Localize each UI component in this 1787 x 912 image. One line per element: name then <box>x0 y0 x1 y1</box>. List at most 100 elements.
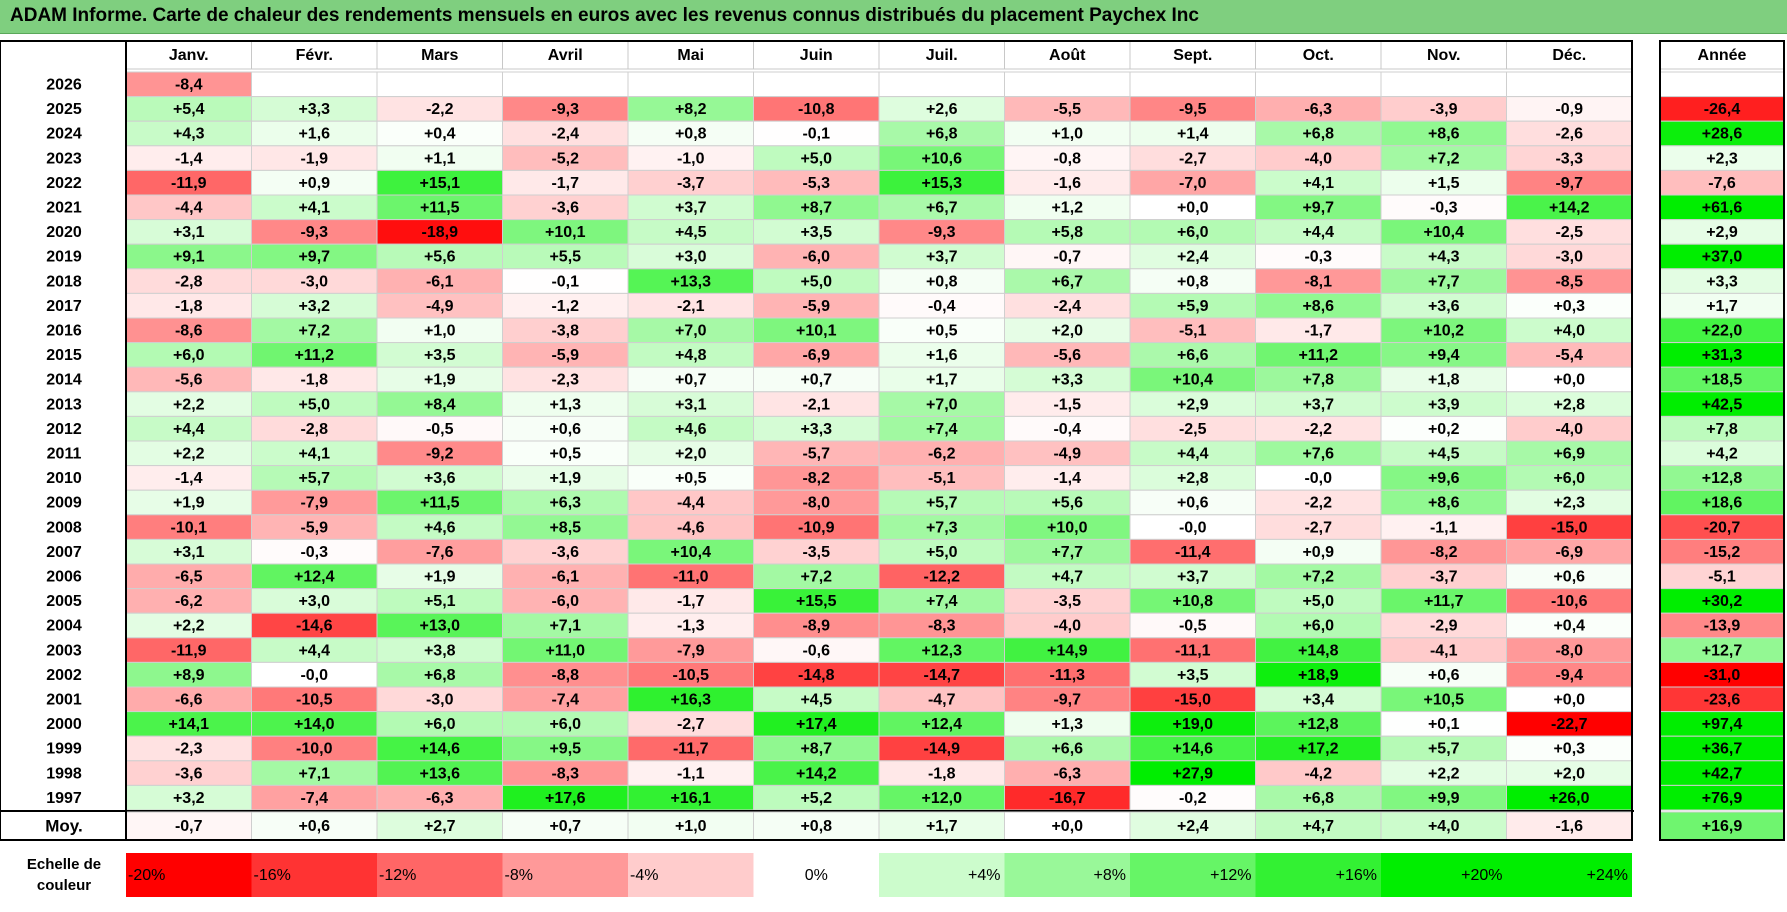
cell-value: -6,2 <box>928 446 956 463</box>
cell-value: +2,2 <box>1428 765 1460 782</box>
heatmap-cell <box>627 96 754 122</box>
month-header-label: Oct. <box>1303 47 1334 64</box>
cell-value: -6,9 <box>802 347 830 364</box>
heatmap-cell <box>627 784 754 811</box>
heatmap-cell <box>251 784 378 811</box>
heatmap-cell <box>627 711 754 737</box>
heatmap-cell <box>1255 465 1382 491</box>
cell-value: +5,1 <box>424 593 456 610</box>
cell-value: -0,8 <box>1053 150 1081 167</box>
heatmap-cell <box>251 342 378 368</box>
cell-value: -0,0 <box>300 667 328 684</box>
cell-value: -0,6 <box>802 642 830 659</box>
cell-value: +3,4 <box>1302 692 1334 709</box>
heatmap-cell <box>1506 489 1633 516</box>
average-value: -1,6 <box>1555 818 1583 835</box>
cell-value: -0,3 <box>300 544 328 561</box>
heatmap-cell <box>251 465 378 491</box>
scale-tick-label: -20% <box>128 867 165 884</box>
cell-value: +9,4 <box>1428 347 1460 364</box>
heatmap-cell <box>376 317 503 344</box>
cell-value: -12,2 <box>924 569 961 586</box>
heatmap-cell <box>376 243 503 270</box>
heatmap-cell <box>753 465 880 491</box>
heatmap-cell <box>753 440 880 467</box>
heatmap-cell <box>251 96 378 122</box>
cell-value: -1,6 <box>1053 175 1081 192</box>
cell-value: -10,0 <box>296 741 333 758</box>
cell-value: +3,2 <box>298 298 330 315</box>
heatmap-cell <box>753 342 880 368</box>
cell-value: -4,0 <box>1304 150 1332 167</box>
year-label: 2008 <box>46 519 82 536</box>
cell-value: +4,6 <box>675 421 707 438</box>
heatmap-cell <box>251 588 378 614</box>
cell-value: +15,5 <box>796 593 837 610</box>
scale-tick-label: +20% <box>1461 867 1502 884</box>
cell-value: -2,2 <box>1304 495 1332 512</box>
heatmap-cell <box>753 588 880 614</box>
month-header-cell <box>125 40 252 70</box>
cell-value: -6,0 <box>551 593 579 610</box>
annual-value: -7,6 <box>1708 175 1736 192</box>
cell-value: +11,5 <box>420 200 460 217</box>
cell-value: +0,5 <box>549 446 581 463</box>
cell-value: +4,1 <box>298 446 330 463</box>
heatmap-cell <box>502 71 629 98</box>
year-label: 2003 <box>46 642 82 659</box>
cell-value: +5,0 <box>1302 593 1334 610</box>
heatmap-cell <box>1255 415 1382 442</box>
cell-value: -8,0 <box>1555 642 1583 659</box>
cell-value: -11,1 <box>1175 642 1211 659</box>
cell-value: -3,6 <box>551 200 579 217</box>
heatmap-cell <box>376 415 503 442</box>
heatmap-cell <box>376 145 503 171</box>
heatmap-cell <box>1506 612 1633 639</box>
cell-value: -9,3 <box>928 224 956 241</box>
cell-value: +0,8 <box>926 273 958 290</box>
heatmap-cell <box>376 735 503 762</box>
heatmap-cell <box>1506 342 1633 368</box>
cell-value: -2,1 <box>677 298 705 315</box>
annual-value: -23,6 <box>1704 692 1741 709</box>
cell-value: -10,6 <box>1551 593 1588 610</box>
cell-value: +15,1 <box>420 175 461 192</box>
heatmap-cell <box>251 661 378 688</box>
heatmap-cell <box>1255 292 1382 319</box>
cell-value: -9,7 <box>1053 692 1081 709</box>
heatmap-cell <box>1255 342 1382 368</box>
heatmap-cell <box>502 219 629 245</box>
heatmap-cell <box>878 145 1005 171</box>
heatmap-cell <box>1506 538 1633 565</box>
heatmap-cell <box>878 71 1005 98</box>
cell-value: -2,2 <box>426 101 454 118</box>
heatmap-cell <box>878 391 1005 417</box>
heatmap-cell <box>1129 514 1256 540</box>
cell-value: +1,6 <box>298 126 330 143</box>
heatmap-cell <box>753 96 880 122</box>
cell-value: -7,6 <box>426 544 454 561</box>
cell-value: -0,2 <box>1179 790 1207 807</box>
cell-value: +14,1 <box>169 716 210 733</box>
cell-value: +3,9 <box>1428 396 1460 413</box>
cell-value: -4,4 <box>175 200 203 217</box>
heatmap-cell <box>1380 465 1507 491</box>
heatmap-cell <box>502 366 629 393</box>
heatmap-cell <box>878 735 1005 762</box>
heatmap-cell <box>1255 145 1382 171</box>
heatmap-cell <box>1004 465 1131 491</box>
cell-value: +7,7 <box>1051 544 1083 561</box>
heatmap-cell <box>753 563 880 590</box>
cell-value: +12,4 <box>294 569 335 586</box>
heatmap-cell <box>878 686 1005 713</box>
cell-value: +0,0 <box>1553 692 1585 709</box>
cell-value: +6,3 <box>549 495 581 512</box>
cell-value: +9,5 <box>549 741 581 758</box>
cell-value: +7,8 <box>1302 372 1334 389</box>
heatmap-cell <box>125 563 252 590</box>
cell-value: +1,9 <box>424 569 456 586</box>
year-label: 2004 <box>46 618 82 635</box>
heatmap-cell <box>878 317 1005 344</box>
cell-value: -5,9 <box>551 347 579 364</box>
heatmap-cell <box>1004 71 1131 98</box>
